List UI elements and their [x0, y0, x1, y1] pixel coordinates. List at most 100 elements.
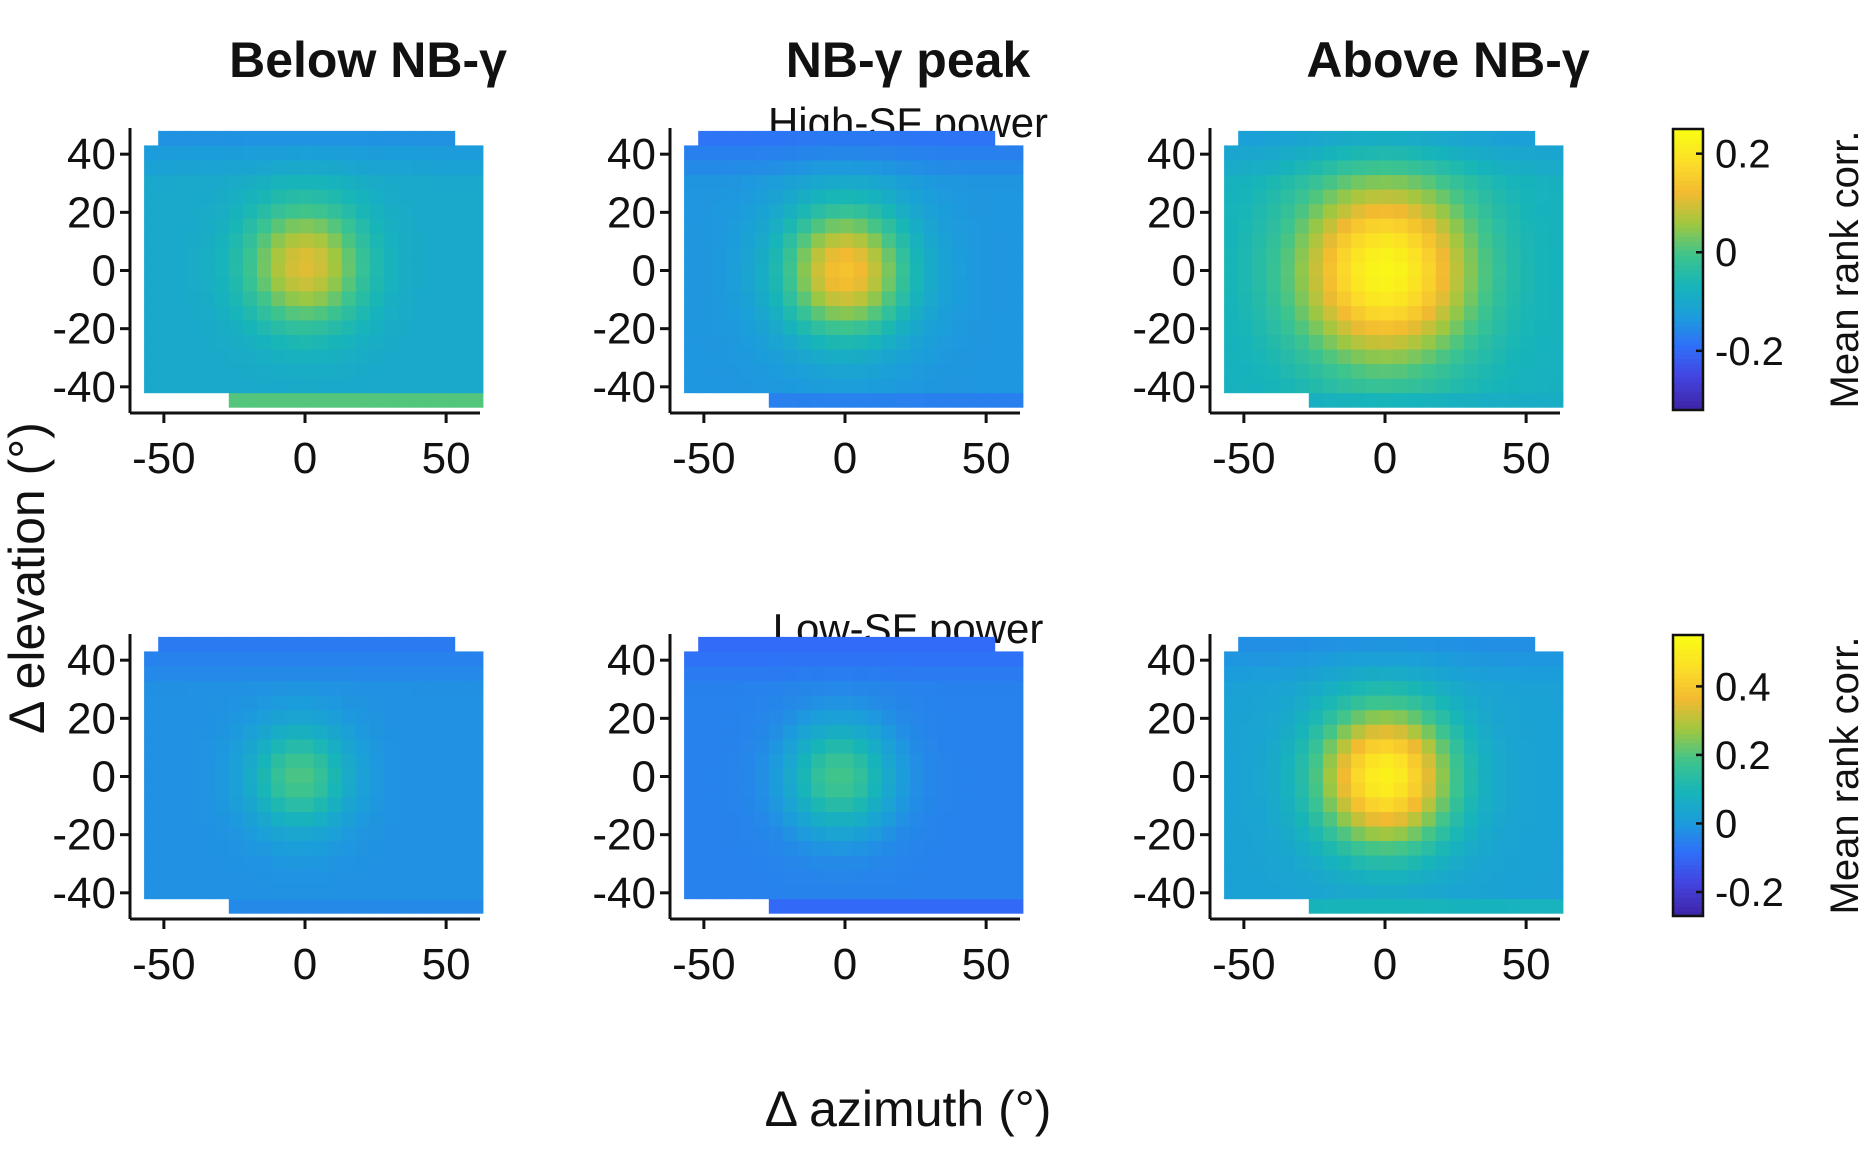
heatmap-cell [825, 334, 840, 350]
heatmap-cell [440, 218, 456, 234]
heatmap-cell [980, 145, 996, 161]
heatmap-cell [909, 636, 925, 652]
heatmap-cell [1351, 796, 1366, 812]
colorbar-segment [1673, 143, 1703, 149]
heatmap-cell [1421, 319, 1437, 335]
heatmap-cell [186, 636, 202, 652]
colorbar-segment [1673, 302, 1703, 308]
heatmap-cell [369, 753, 385, 769]
heatmap-cell [909, 378, 925, 394]
heatmap-cell [839, 651, 855, 667]
heatmap-cell [412, 884, 427, 900]
heatmap-cell [172, 378, 187, 394]
heatmap-cell [684, 869, 699, 885]
heatmap-cell [1492, 825, 1507, 841]
heatmap-cell [1252, 753, 1267, 769]
heatmap-cell [1238, 189, 1253, 205]
heatmap-cell [1534, 378, 1550, 394]
heatmap-cell [952, 349, 967, 365]
heatmap-cell [1520, 767, 1536, 783]
heatmap-cell [1506, 203, 1522, 219]
heatmap-cell [1421, 869, 1437, 885]
heatmap-cell [726, 782, 742, 798]
heatmap-cell [1492, 811, 1507, 827]
heatmap-cell [214, 651, 230, 667]
heatmap-cell [1351, 130, 1366, 146]
heatmap-cell [214, 305, 230, 321]
heatmap-cell [924, 334, 939, 350]
heatmap-cell [186, 305, 202, 321]
heatmap-cell [398, 753, 413, 769]
heatmap-cell [299, 363, 315, 379]
heatmap-cell [1294, 636, 1310, 652]
colorbar: 0.40.20-0.2 Mean rank corr. [1671, 633, 1867, 918]
colorbar-segment [1673, 775, 1703, 781]
heatmap-cell [1478, 130, 1493, 146]
heatmap-cell [980, 334, 996, 350]
heatmap-cell [1379, 898, 1395, 914]
heatmap-cell [172, 884, 187, 900]
heatmap-cell [938, 767, 953, 783]
heatmap-cell [426, 319, 442, 335]
heatmap-cell [398, 695, 413, 711]
heatmap-cell [271, 811, 286, 827]
heatmap-cell [1337, 305, 1352, 321]
heatmap-cell [952, 276, 967, 292]
heatmap-cell [468, 392, 484, 408]
heatmap-cell [341, 767, 357, 783]
heatmap-cell [740, 884, 756, 900]
heatmap-cell [285, 767, 300, 783]
heatmap-cell [1008, 724, 1024, 740]
heatmap-cell [839, 884, 855, 900]
heatmap-cell [782, 349, 798, 365]
heatmap-cell [384, 349, 399, 365]
heatmap-cell [242, 276, 258, 292]
heatmap-cell [271, 203, 286, 219]
heatmap-cell [684, 203, 699, 219]
heatmap-cell [1435, 898, 1451, 914]
heatmap-cell [172, 247, 187, 263]
heatmap-cell [966, 261, 982, 277]
heatmap-cell [454, 666, 470, 682]
heatmap-cell [1308, 796, 1324, 812]
heatmap-cell [454, 203, 470, 219]
heatmap-cell [398, 767, 413, 783]
heatmap-cell [768, 753, 784, 769]
colorbar-segment [1673, 803, 1703, 809]
heatmap-cell [994, 855, 1010, 871]
heatmap-cell [242, 160, 258, 176]
heatmap-cell [1393, 392, 1409, 408]
heatmap-cell [257, 796, 272, 812]
heatmap-cell [853, 363, 869, 379]
heatmap-cell [867, 782, 883, 798]
heatmap-cell [1393, 884, 1409, 900]
heatmap-cell [412, 636, 427, 652]
heatmap-cell [952, 825, 967, 841]
heatmap-cell [980, 363, 996, 379]
heatmap-cell [966, 884, 982, 900]
heatmap-cell [839, 811, 855, 827]
heatmap-cell [398, 145, 413, 161]
heatmap-cell [341, 218, 357, 234]
heatmap-cell [440, 709, 456, 725]
heatmap-cell [1393, 709, 1409, 725]
heatmap-cell [242, 363, 258, 379]
heatmap-cell [1407, 130, 1423, 146]
heatmap-cell [740, 218, 756, 234]
heatmap-cell [1322, 811, 1338, 827]
heatmap-cell [172, 290, 187, 306]
heatmap-cell [299, 796, 315, 812]
heatmap-cell [811, 782, 826, 798]
heatmap-cell [726, 636, 742, 652]
heatmap-cell [797, 666, 812, 682]
heatmap-cell [327, 218, 343, 234]
heatmap-cell [909, 840, 925, 856]
heatmap-cell [1393, 840, 1409, 856]
heatmap-cell [924, 636, 939, 652]
heatmap-cell [825, 276, 840, 292]
heatmap-cell [412, 218, 427, 234]
heatmap-cell [285, 203, 300, 219]
colorbar-segment [1673, 639, 1703, 645]
colorbar-segment [1673, 719, 1703, 725]
